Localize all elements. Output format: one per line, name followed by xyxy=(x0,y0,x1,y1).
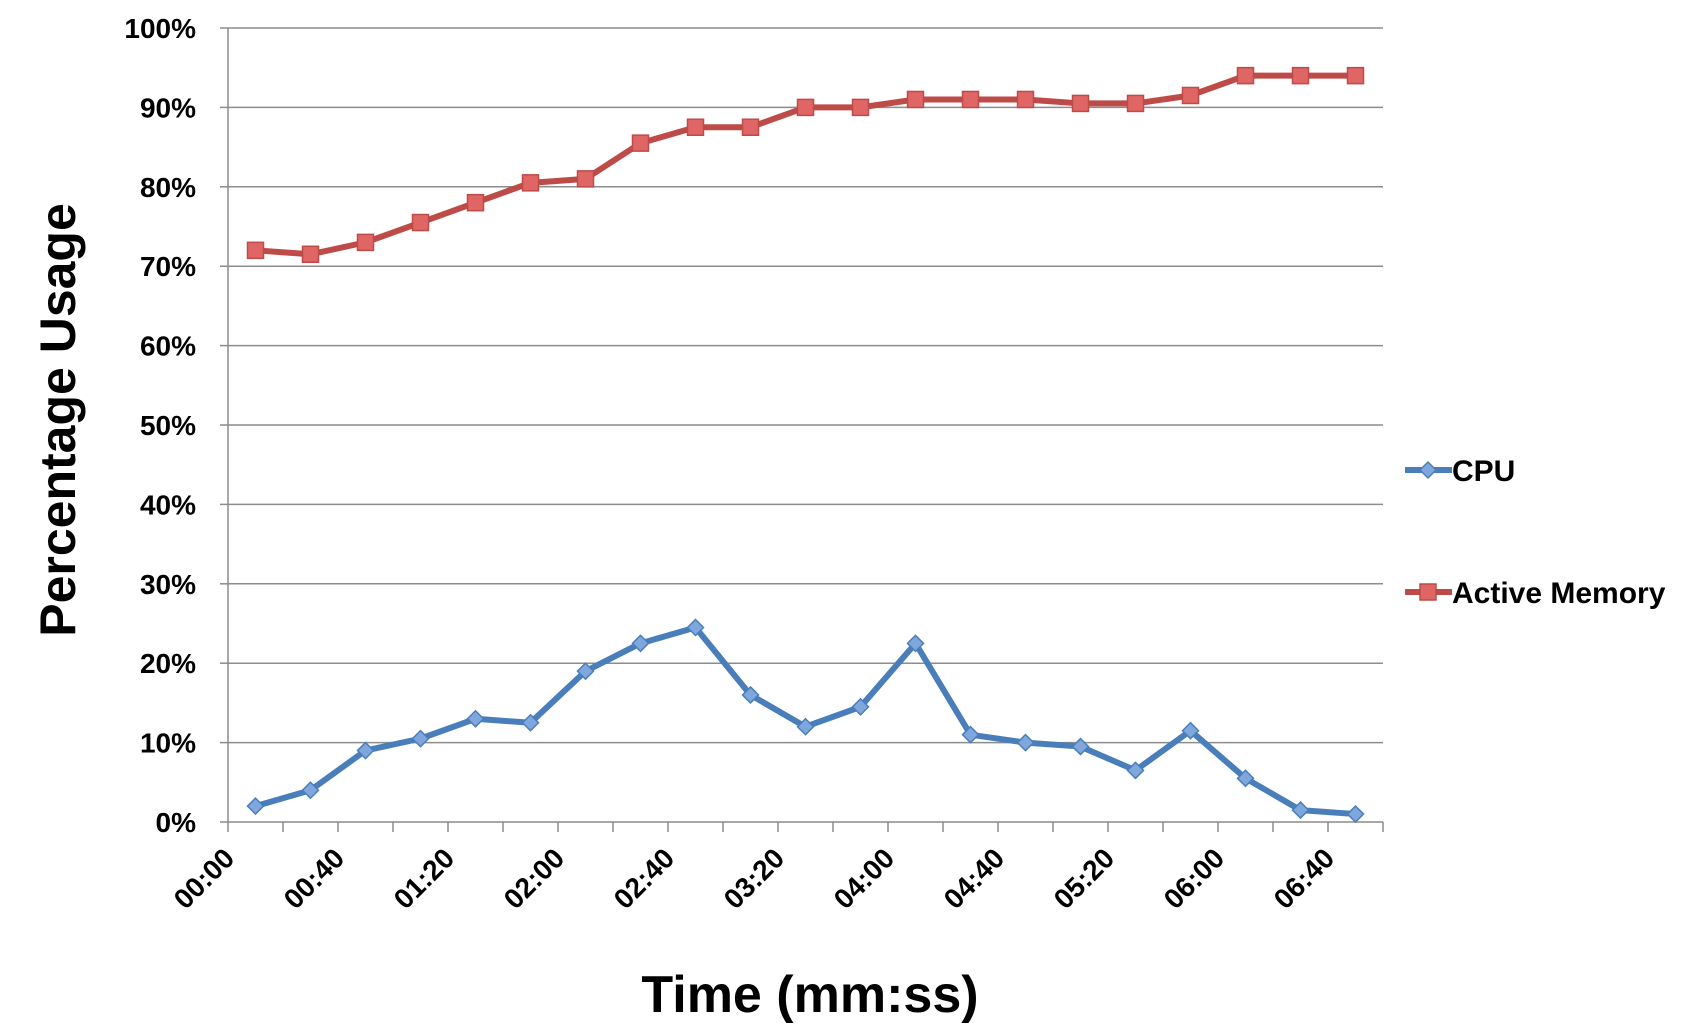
active-memory-point xyxy=(631,134,650,152)
y-tick-label: 0% xyxy=(156,807,197,838)
y-axis-title: Percentage Usage xyxy=(30,203,86,637)
x-tick-label: 06:40 xyxy=(1268,842,1341,915)
active-memory-point xyxy=(411,213,430,232)
active-memory-point xyxy=(521,174,540,192)
legend-item-cpu: CPU xyxy=(1405,455,1515,488)
cpu-point xyxy=(851,697,870,716)
cpu-point xyxy=(1126,761,1145,780)
y-tick-labels: 0% 10% 20% 30% 40% 50% 60% 70% 80% 90% 100% xyxy=(124,13,196,838)
legend-marker xyxy=(1418,460,1438,480)
active-memory-point xyxy=(1236,66,1255,85)
y-tick-label: 100% xyxy=(124,13,196,44)
active-memory-point xyxy=(356,233,375,252)
active-memory-point xyxy=(466,193,485,212)
cpu-point xyxy=(741,685,760,705)
series-cpu xyxy=(246,618,1365,824)
cpu-point xyxy=(1016,733,1035,752)
cpu-point xyxy=(576,662,595,681)
cpu-point xyxy=(1181,721,1200,740)
cpu-point xyxy=(246,797,265,816)
cpu-point xyxy=(1291,801,1310,820)
active-memory-point xyxy=(576,170,595,188)
legend-marker xyxy=(1419,583,1437,601)
legend-item-active-memory: Active Memory xyxy=(1405,577,1666,610)
active-memory-point xyxy=(1071,94,1090,113)
x-tick-label: 00:40 xyxy=(278,842,351,915)
x-tick-label: 04:40 xyxy=(938,842,1011,915)
y-tick-label: 70% xyxy=(140,251,196,282)
series-layer xyxy=(246,66,1365,824)
active-memory-point xyxy=(686,118,705,136)
active-memory-point xyxy=(301,245,320,264)
x-tick-label: 02:40 xyxy=(608,842,681,915)
legend-label: Active Memory xyxy=(1452,577,1666,610)
cpu-point xyxy=(1346,804,1365,824)
x-tick-label: 01:20 xyxy=(388,842,461,915)
x-tick-label: 04:00 xyxy=(828,842,901,915)
y-tick-label: 50% xyxy=(140,410,196,441)
x-tick-label: 03:20 xyxy=(718,842,791,915)
active-memory-point xyxy=(246,241,265,260)
y-tick-label: 80% xyxy=(140,172,196,203)
active-memory-point xyxy=(796,98,815,117)
x-axis-title: Time (mm:ss) xyxy=(641,966,978,1024)
cpu-point xyxy=(1236,769,1255,788)
legend: CPU Active Memory xyxy=(1405,455,1666,610)
active-memory-point xyxy=(1291,66,1310,85)
cpu-point xyxy=(301,781,320,800)
cpu-point xyxy=(521,713,540,732)
active-memory-point xyxy=(961,90,980,109)
x-tick-label: 06:00 xyxy=(1158,842,1231,915)
active-memory-point xyxy=(851,98,870,117)
axes xyxy=(220,27,1384,832)
y-tick-label: 90% xyxy=(140,92,196,123)
x-tick-label: 00:00 xyxy=(168,842,241,915)
x-tick-label: 05:20 xyxy=(1048,842,1121,915)
cpu-point xyxy=(411,729,430,748)
active-memory-point xyxy=(1346,66,1365,85)
active-memory-point xyxy=(741,118,760,136)
gridlines xyxy=(228,27,1383,744)
y-tick-label: 30% xyxy=(140,569,196,600)
series-active-memory xyxy=(246,66,1365,264)
cpu-point xyxy=(796,717,815,736)
cpu-point xyxy=(686,618,705,637)
cpu-point xyxy=(466,709,485,728)
x-tick-labels: 00:00 00:40 01:20 02:00 02:40 03:20 04:00 04:40… xyxy=(168,842,1341,915)
active-memory-point xyxy=(1126,94,1145,113)
x-tick-label: 02:00 xyxy=(498,842,571,915)
y-tick-label: 60% xyxy=(140,331,196,362)
cpu-point xyxy=(356,741,375,760)
cpu-point xyxy=(906,634,925,653)
active-memory-point xyxy=(1181,86,1200,105)
y-tick-label: 20% xyxy=(140,648,196,679)
active-memory-point xyxy=(906,90,925,109)
cpu-point xyxy=(1071,737,1090,756)
y-tick-label: 10% xyxy=(140,728,196,759)
cpu-point xyxy=(961,725,980,744)
y-tick-label: 40% xyxy=(140,489,196,520)
cpu-point xyxy=(631,634,650,653)
active-memory-point xyxy=(1016,90,1035,109)
legend-label: CPU xyxy=(1452,455,1515,488)
